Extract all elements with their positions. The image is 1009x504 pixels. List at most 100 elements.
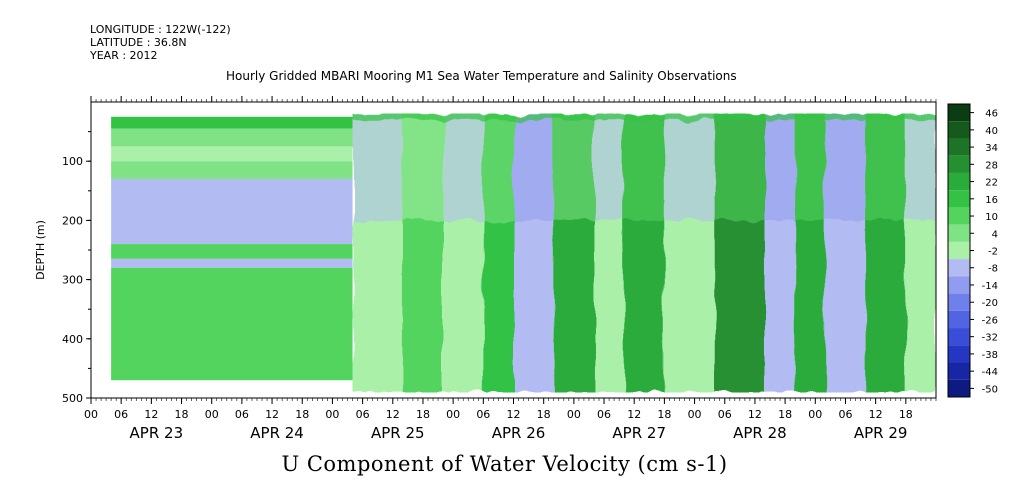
x-tick-label-17: 06	[597, 408, 611, 421]
colorbar-cell-11	[948, 293, 970, 311]
colorbar-label-11: -20	[982, 298, 998, 309]
band-0	[111, 116, 353, 129]
colorbar-label-12: -26	[982, 315, 998, 326]
colorbar-label-14: -38	[982, 350, 998, 361]
colorbar-cell-15	[948, 362, 970, 380]
x-tick-label-15: 18	[537, 408, 551, 421]
band-5	[111, 244, 353, 259]
x-tick-label-11: 18	[416, 408, 430, 421]
x-tick-label-22: 12	[748, 408, 762, 421]
x-tick-label-25: 06	[838, 408, 852, 421]
velocity-patch-14	[905, 113, 936, 221]
colorbar-cell-2	[948, 138, 970, 156]
velocity-patch-8	[664, 113, 715, 221]
colorbar-cell-8	[948, 241, 970, 260]
longitude-label: LONGITUDE : 122W(-122)	[90, 23, 231, 36]
colorbar-label-5: 16	[985, 195, 998, 206]
x-tick-label-7: 18	[295, 408, 309, 421]
x-tick-label-0: 00	[84, 408, 98, 421]
band-2	[111, 146, 353, 162]
velocity-patch-1	[402, 113, 444, 221]
colorbar-label-1: 40	[985, 126, 998, 137]
y-tick-label-0: 100	[62, 155, 83, 168]
x-tick-label-23: 18	[778, 408, 792, 421]
colorbar-label-2: 34	[985, 143, 998, 154]
colorbar-label-6: 10	[985, 212, 998, 223]
day-label-0: APR 23	[130, 424, 184, 442]
colorbar-cell-10	[948, 276, 970, 294]
colorbar-cell-3	[948, 155, 970, 173]
band-1	[111, 128, 353, 147]
colorbar-label-16: -50	[982, 384, 998, 395]
colorbar-label-9: -8	[988, 264, 998, 275]
velocity-patch-7	[624, 113, 665, 221]
velocity-patch-2	[443, 113, 484, 221]
velocity-patch-12	[825, 113, 866, 221]
band-6	[111, 258, 353, 268]
x-tick-label-5: 06	[235, 408, 249, 421]
colorbar-label-15: -44	[982, 367, 998, 378]
latitude-label: LATITUDE : 36.8N	[90, 36, 187, 49]
x-tick-label-18: 12	[627, 408, 641, 421]
surface-strip	[352, 113, 936, 120]
colorbar-cell-14	[948, 345, 970, 363]
x-tick-label-6: 12	[265, 408, 279, 421]
velocity-patch-6	[593, 113, 625, 221]
colorbar-cell-9	[948, 259, 970, 277]
velocity-patch-4	[513, 113, 554, 221]
velocity-patch-10	[764, 113, 796, 221]
colorbar-label-10: -14	[982, 281, 998, 292]
x-tick-label-24: 00	[808, 408, 822, 421]
day-label-3: APR 26	[492, 424, 546, 442]
y-axis-label: DEPTH (m)	[34, 220, 47, 280]
velocity-patch-11	[795, 113, 826, 221]
colorbar-label-13: -32	[982, 333, 998, 344]
chart-title: Hourly Gridded MBARI Mooring M1 Sea Wate…	[226, 69, 737, 83]
colorbar-cell-1	[948, 121, 970, 139]
colorbar-cell-0	[948, 104, 970, 122]
colorbar-cell-13	[948, 328, 970, 346]
colorbar-cell-4	[948, 172, 970, 191]
velocity-patch-5	[553, 113, 594, 221]
x-tick-label-3: 18	[175, 408, 189, 421]
x-tick-label-27: 18	[899, 408, 913, 421]
y-tick-label-1: 200	[62, 214, 83, 227]
velocity-columns	[352, 113, 936, 393]
x-tick-label-21: 06	[718, 408, 732, 421]
day-label-6: APR 29	[854, 424, 908, 442]
x-tick-label-4: 00	[205, 408, 219, 421]
plot-area	[111, 113, 936, 393]
x-tick-label-13: 06	[476, 408, 490, 421]
velocity-patch-9	[714, 113, 765, 221]
colorbar-cell-7	[948, 224, 970, 242]
colorbar-cell-5	[948, 190, 970, 208]
x-tick-label-9: 06	[356, 408, 370, 421]
colorbar-cell-16	[948, 379, 970, 397]
x-tick-label-12: 00	[446, 408, 460, 421]
colorbar-label-4: 22	[985, 178, 998, 189]
y-tick-label-2: 300	[62, 274, 83, 287]
band-7	[111, 267, 353, 381]
velocity-patch-3	[483, 113, 514, 221]
colorbar-label-7: 4	[992, 229, 998, 240]
velocity-patch-0	[352, 113, 403, 221]
x-tick-label-1: 06	[114, 408, 128, 421]
x-axis-label: U Component of Water Velocity (cm s-1)	[281, 452, 728, 476]
colorbar-label-0: 46	[985, 109, 998, 120]
colorbar-cell-12	[948, 310, 970, 329]
year-label: YEAR : 2012	[90, 49, 158, 62]
x-tick-label-8: 00	[325, 408, 339, 421]
band-3	[111, 161, 353, 179]
x-tick-label-10: 12	[386, 408, 400, 421]
colorbar-label-3: 28	[985, 160, 998, 171]
x-tick-label-19: 18	[657, 408, 671, 421]
day-label-2: APR 25	[371, 424, 425, 442]
band-4	[111, 178, 353, 245]
x-tick-label-2: 12	[144, 408, 158, 421]
x-tick-label-16: 00	[567, 408, 581, 421]
day-label-1: APR 24	[250, 424, 304, 442]
x-tick-label-20: 00	[688, 408, 702, 421]
y-tick-label-4: 500	[62, 392, 83, 405]
